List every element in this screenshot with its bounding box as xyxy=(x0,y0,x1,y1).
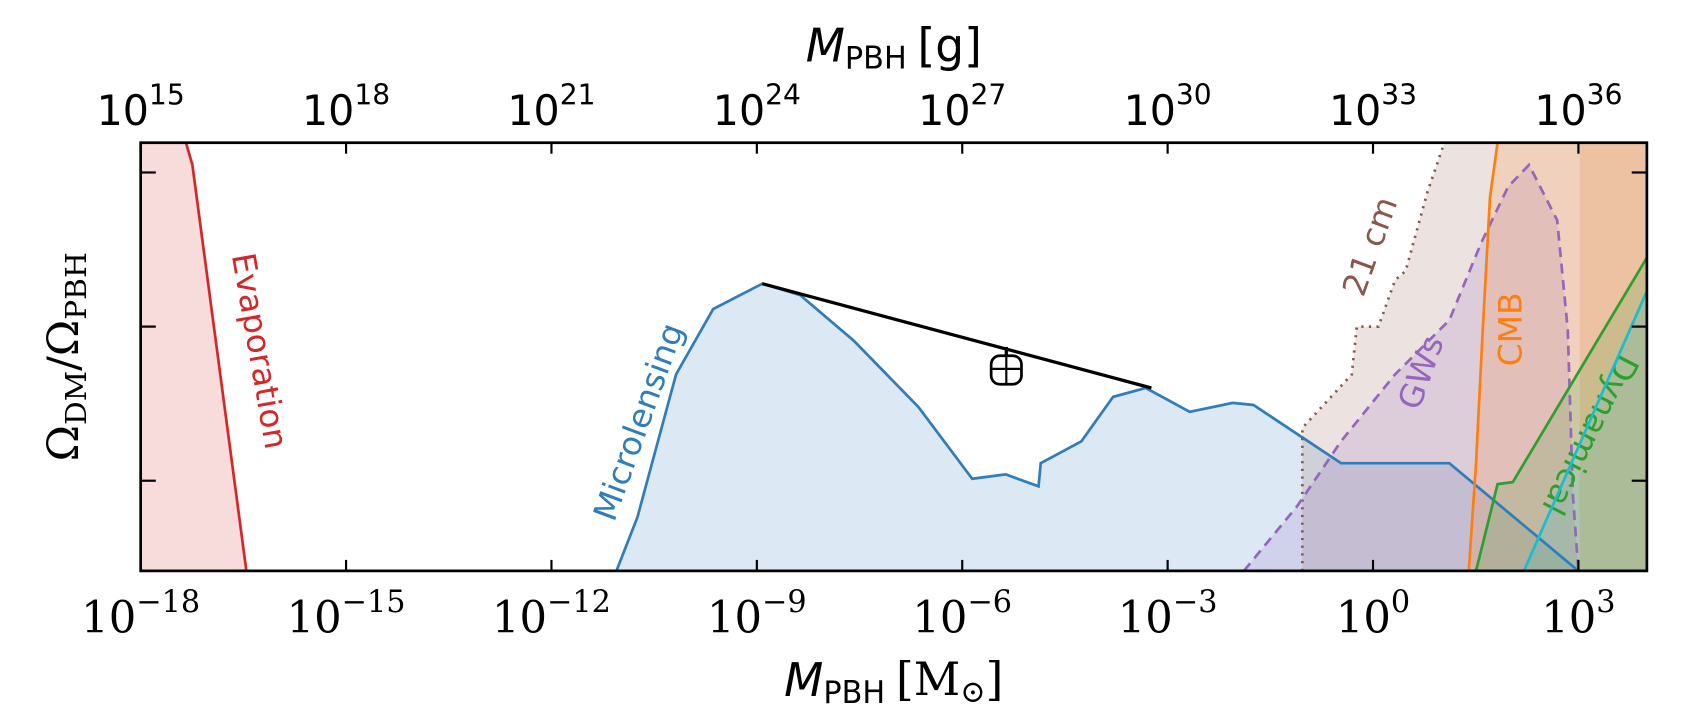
label-sub: DM xyxy=(59,371,93,425)
label-symbol: Ω xyxy=(39,425,89,461)
tick-base: 10 xyxy=(492,593,547,643)
tick-base: 10 xyxy=(912,593,967,643)
tick-base: 10 xyxy=(1118,593,1173,643)
tick-base: 10 xyxy=(1124,87,1176,135)
tick-base: 10 xyxy=(1336,593,1391,643)
tick-exponent: −9 xyxy=(762,585,807,620)
constraint-line xyxy=(1242,162,1580,572)
constraint-region xyxy=(140,142,247,571)
tick-exponent: 33 xyxy=(1381,78,1417,111)
constraint-region xyxy=(616,283,1579,571)
tick-base: 10 xyxy=(302,87,354,135)
series-label: CMB xyxy=(1492,292,1530,366)
tick-exponent: −6 xyxy=(967,585,1012,620)
x-tick-label: 10−3 xyxy=(1118,585,1218,644)
x-tick-label: 10−18 xyxy=(81,585,200,644)
top-x-tick-label: 1018 xyxy=(302,78,390,135)
tick-base: 10 xyxy=(918,87,970,135)
y-axis-label: ΩDM/ΩPBH xyxy=(39,252,93,461)
tick-exponent: 3 xyxy=(1596,585,1615,620)
top-x-tick-label: 1033 xyxy=(1329,78,1417,135)
x-tick-label: 103 xyxy=(1541,585,1615,644)
label-sep: /Ω xyxy=(39,320,89,371)
x-tick-label: 100 xyxy=(1336,585,1410,644)
x-tick-label: 10−15 xyxy=(287,585,406,644)
tick-exponent: 27 xyxy=(971,78,1007,111)
label-unit-sub: ⊙ xyxy=(960,675,985,710)
series-label: Evaporation xyxy=(224,250,295,452)
x-axis-label: MPBH [M⊙] xyxy=(784,653,1003,711)
tick-exponent: 21 xyxy=(560,78,596,111)
top-x-tick-label: 1015 xyxy=(97,78,185,135)
label-unit: [M xyxy=(896,653,960,706)
label-symbol: M xyxy=(806,19,845,72)
tick-exponent: 30 xyxy=(1176,78,1212,111)
background-region xyxy=(1579,142,1647,571)
tick-base: 10 xyxy=(507,87,559,135)
constraint-line xyxy=(1301,142,1446,571)
top-x-tick-label: 1024 xyxy=(713,78,801,135)
x-tick-label: 10−12 xyxy=(492,585,611,644)
top-x-tick-label: 1021 xyxy=(507,78,595,135)
tick-exponent: −18 xyxy=(136,585,200,620)
constraint-line xyxy=(761,282,1152,390)
tick-base: 10 xyxy=(97,87,149,135)
constraint-line xyxy=(615,282,1580,572)
constraint-line xyxy=(184,142,248,572)
label-symbol: M xyxy=(784,653,823,706)
constraint-line xyxy=(1467,142,1499,571)
tick-base: 10 xyxy=(707,593,762,643)
tick-exponent: −12 xyxy=(547,585,611,620)
plot-frame xyxy=(139,141,1649,573)
constraint-line xyxy=(1474,256,1649,572)
tick-base: 10 xyxy=(1541,593,1596,643)
label-sub: PBH xyxy=(845,41,907,76)
label-sub2: PBH xyxy=(59,252,93,320)
tick-exponent: −3 xyxy=(1173,585,1218,620)
x-tick-label: 10−6 xyxy=(912,585,1012,644)
tick-base: 10 xyxy=(713,87,765,135)
constraint-line xyxy=(1522,290,1649,572)
label-sub: PBH xyxy=(823,675,885,710)
tick-base: 10 xyxy=(1329,87,1381,135)
label-unit: [g] xyxy=(918,19,982,72)
constraint-region xyxy=(1243,164,1579,571)
tick-exponent: 24 xyxy=(765,78,801,111)
constraint-region xyxy=(1476,257,1647,571)
tick-base: 10 xyxy=(287,593,342,643)
top-x-tick-label: 1027 xyxy=(918,78,1006,135)
top-axis-label: MPBH [g] xyxy=(806,19,982,76)
tick-exponent: 18 xyxy=(354,78,390,111)
constraint-region xyxy=(1468,142,1647,571)
constraint-region xyxy=(1523,291,1647,571)
top-x-tick-label: 1036 xyxy=(1534,78,1622,135)
tick-base: 10 xyxy=(1534,87,1586,135)
top-x-tick-label: 1030 xyxy=(1124,78,1212,135)
x-tick-label: 10−9 xyxy=(707,585,807,644)
tick-exponent: −15 xyxy=(342,585,406,620)
label-close: ] xyxy=(986,653,1004,706)
tick-exponent: 36 xyxy=(1587,78,1623,111)
gondola-icon xyxy=(989,346,1023,386)
tick-base: 10 xyxy=(81,593,136,643)
tick-exponent: 15 xyxy=(149,78,185,111)
tick-exponent: 0 xyxy=(1391,585,1410,620)
